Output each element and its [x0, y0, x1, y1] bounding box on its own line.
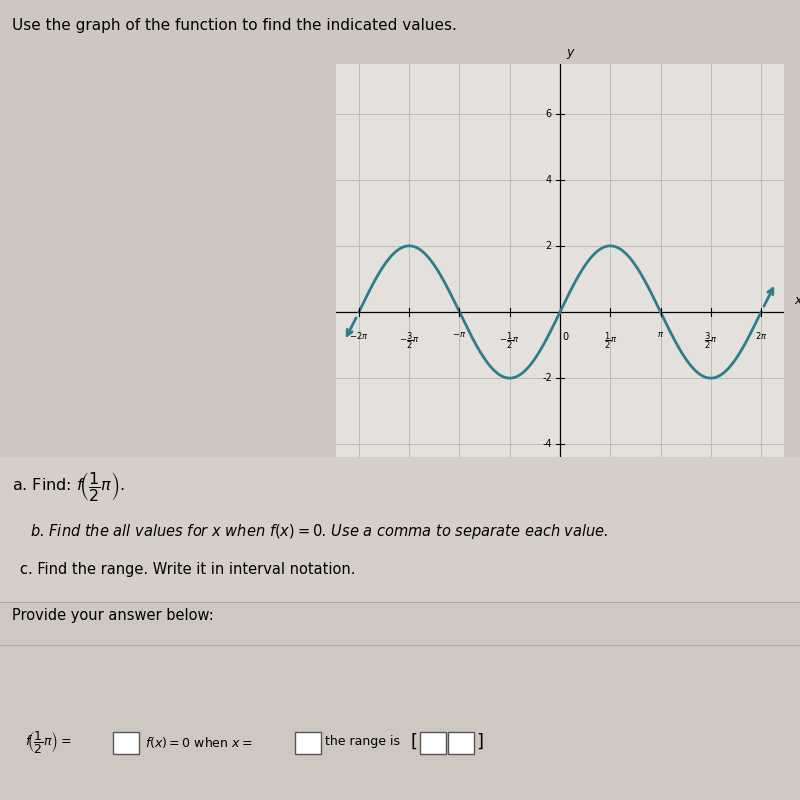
Text: $x$: $x$ [794, 294, 800, 307]
FancyBboxPatch shape [448, 732, 474, 754]
Text: Use the graph of the function to find the indicated values.: Use the graph of the function to find th… [12, 18, 457, 33]
Text: c. Find the range. Write it in interval notation.: c. Find the range. Write it in interval … [20, 562, 355, 577]
Text: Provide your answer below:: Provide your answer below: [12, 608, 214, 623]
FancyBboxPatch shape [420, 732, 446, 754]
FancyBboxPatch shape [295, 732, 321, 754]
Text: $2\pi$: $2\pi$ [755, 330, 767, 341]
Text: ]: ] [476, 733, 483, 751]
Text: 6: 6 [546, 109, 552, 118]
Text: $\pi$: $\pi$ [657, 330, 664, 339]
Text: 2: 2 [546, 241, 552, 251]
FancyBboxPatch shape [113, 732, 139, 754]
Text: $-\pi$: $-\pi$ [452, 330, 466, 339]
Text: a. Find: $f\!\left(\dfrac{1}{2}\pi\right)$.: a. Find: $f\!\left(\dfrac{1}{2}\pi\right… [12, 470, 125, 503]
Text: 4: 4 [546, 174, 552, 185]
Text: -6: -6 [542, 506, 552, 515]
Text: the range is: the range is [325, 735, 400, 749]
Text: -2: -2 [542, 373, 552, 383]
Text: $-\dfrac{3}{2}\pi$: $-\dfrac{3}{2}\pi$ [399, 330, 419, 350]
FancyBboxPatch shape [0, 602, 800, 800]
Text: $\dfrac{1}{2}\pi$: $\dfrac{1}{2}\pi$ [603, 330, 617, 350]
Text: b. Find the all values for $x$ when $f\left(x\right) = 0$. Use a comma to separa: b. Find the all values for $x$ when $f\l… [30, 522, 609, 541]
Text: [: [ [410, 733, 417, 751]
Text: -4: -4 [542, 439, 552, 450]
Text: $y$: $y$ [566, 46, 576, 61]
Text: $f(x) = 0$ when $x =$: $f(x) = 0$ when $x =$ [145, 734, 253, 750]
Text: $f\!\left(\dfrac{1}{2}\pi\right) =$: $f\!\left(\dfrac{1}{2}\pi\right) =$ [25, 729, 71, 755]
Text: $-\dfrac{1}{2}\pi$: $-\dfrac{1}{2}\pi$ [499, 330, 520, 350]
Text: $0$: $0$ [562, 330, 570, 342]
Text: $\dfrac{3}{2}\pi$: $\dfrac{3}{2}\pi$ [704, 330, 718, 350]
Text: $-2\pi$: $-2\pi$ [349, 330, 369, 341]
FancyBboxPatch shape [0, 457, 800, 605]
